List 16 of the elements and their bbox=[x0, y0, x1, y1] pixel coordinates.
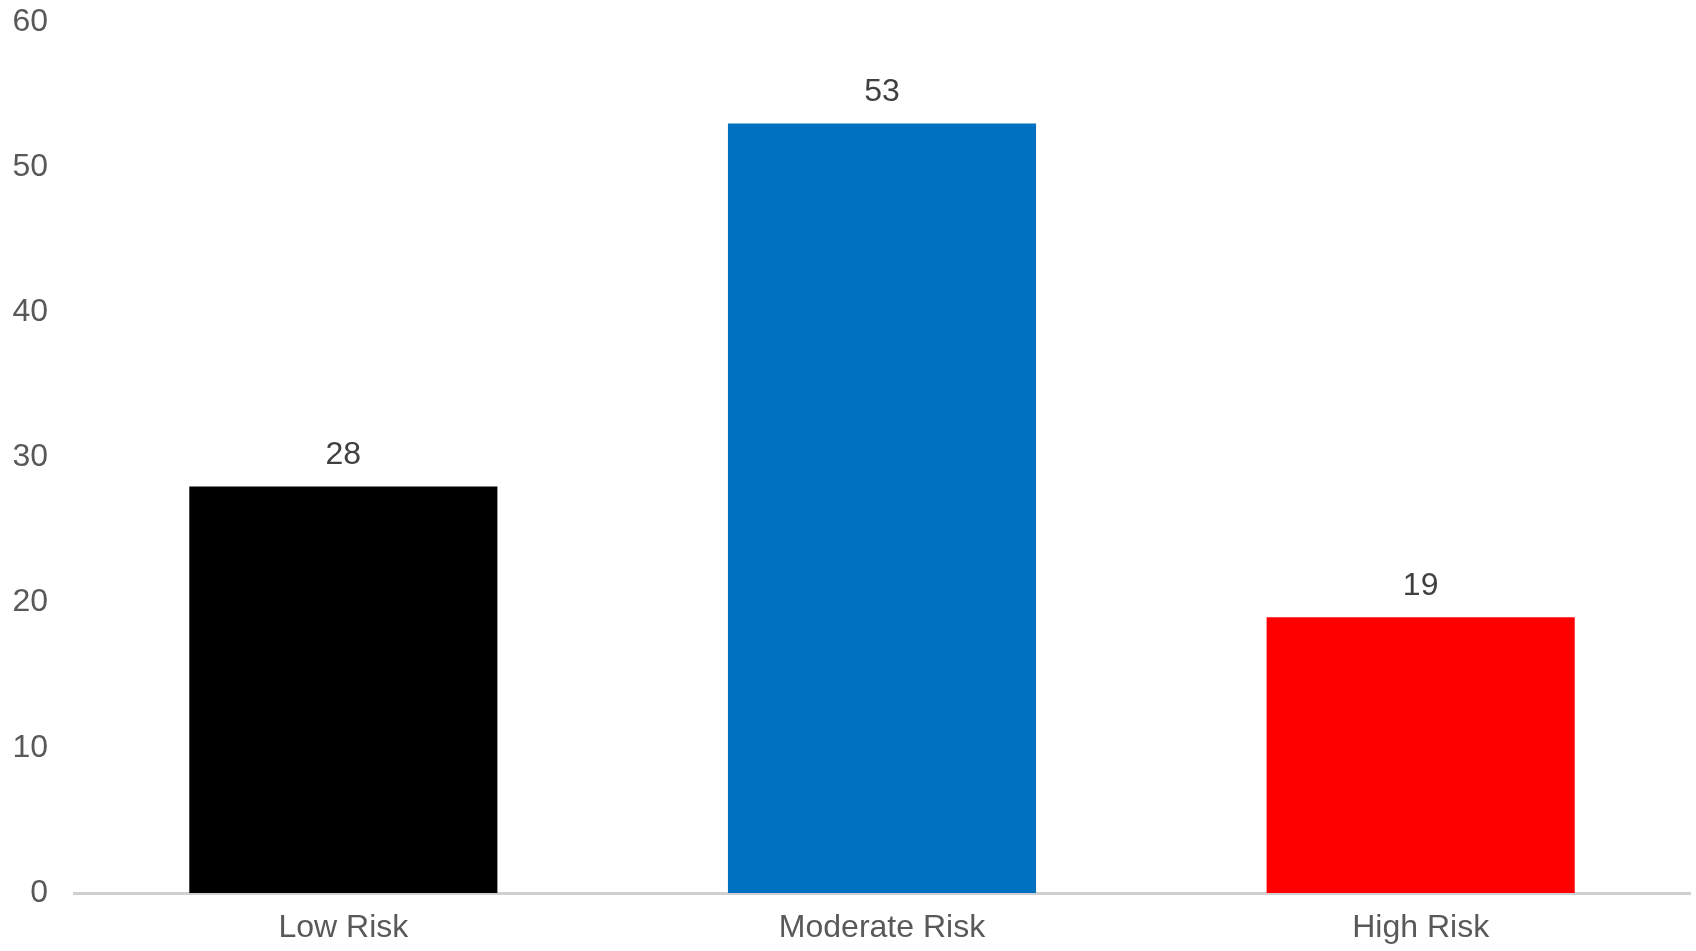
y-tick-label: 0 bbox=[30, 872, 48, 909]
y-tick-label: 50 bbox=[12, 146, 48, 183]
bar bbox=[189, 486, 498, 893]
bar bbox=[1266, 617, 1575, 893]
x-tick-label: Low Risk bbox=[278, 908, 410, 945]
x-tick-label: High Risk bbox=[1352, 908, 1491, 945]
data-label: 28 bbox=[325, 435, 362, 472]
data-label: 53 bbox=[864, 72, 900, 109]
x-tick-label: Moderate Risk bbox=[778, 908, 987, 945]
y-tick-label: 20 bbox=[12, 582, 48, 619]
data-label: 19 bbox=[1402, 566, 1439, 603]
bar bbox=[727, 123, 1037, 893]
y-tick-label: 10 bbox=[12, 727, 48, 764]
y-tick-label: 40 bbox=[12, 292, 48, 329]
y-tick-label: 30 bbox=[12, 437, 48, 474]
y-tick-label: 60 bbox=[12, 1, 48, 38]
